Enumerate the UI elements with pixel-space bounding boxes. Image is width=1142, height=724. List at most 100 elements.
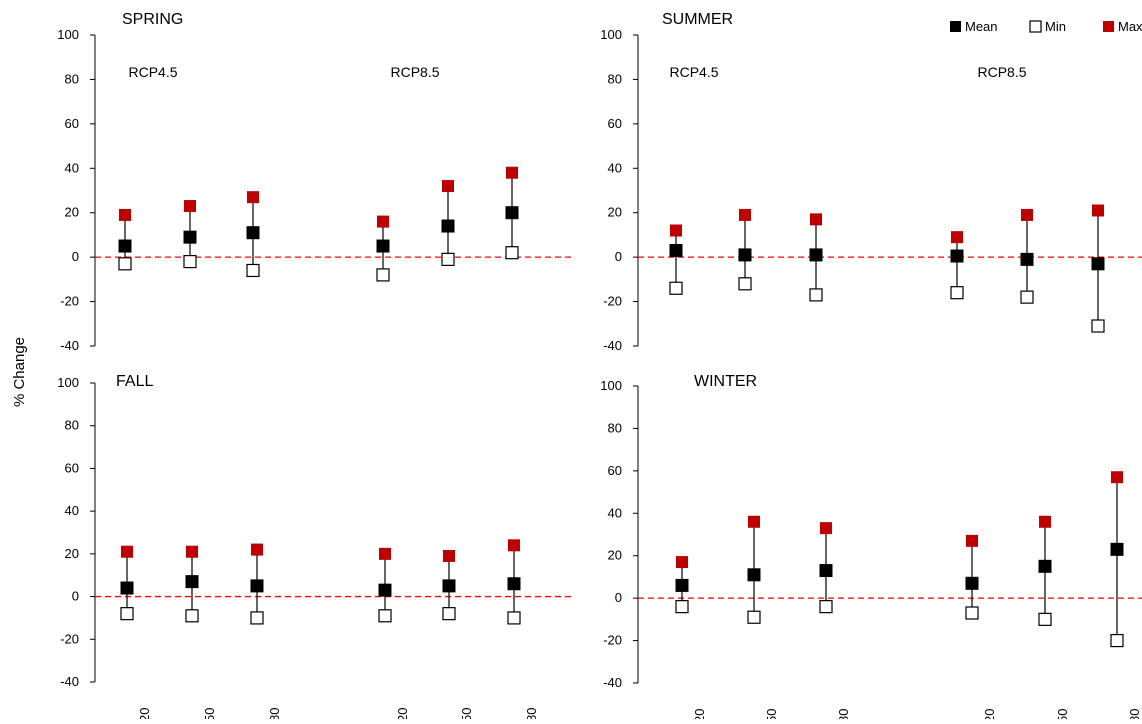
min-point	[1020, 290, 1034, 304]
max-point	[966, 534, 978, 547]
y-tick-label: 0	[72, 249, 79, 264]
min-point	[747, 610, 761, 624]
mean-point	[118, 239, 132, 253]
legend-marker	[950, 21, 961, 32]
min-point	[1091, 319, 1105, 333]
mean-point	[738, 248, 752, 262]
min-point	[441, 252, 455, 266]
category-label: 2020	[395, 708, 410, 719]
category-label: 2050	[202, 708, 217, 719]
y-tick-label: -20	[603, 294, 622, 309]
legend-label: Mean	[965, 19, 998, 34]
min-point	[965, 606, 979, 620]
category-label: 2050	[1055, 709, 1070, 719]
y-tick-label: 100	[600, 27, 622, 42]
max-point	[506, 166, 518, 179]
min-point	[185, 609, 199, 623]
max-point	[810, 213, 822, 226]
max-point	[121, 545, 133, 558]
y-tick-label: -20	[60, 631, 79, 646]
mean-point	[747, 568, 761, 582]
y-tick-label: -40	[60, 674, 79, 689]
max-point	[1111, 471, 1123, 484]
max-point	[508, 539, 520, 552]
y-tick-label: -40	[603, 338, 622, 353]
y-tick-label: -20	[60, 294, 79, 309]
max-point	[251, 543, 263, 556]
max-point	[377, 215, 389, 228]
category-label: 2080	[267, 708, 282, 719]
panel-title: SPRING	[122, 11, 183, 28]
legend-marker	[1029, 20, 1042, 33]
mean-point	[1038, 559, 1052, 573]
y-tick-label: 60	[608, 463, 622, 478]
y-tick-label: 40	[608, 160, 622, 175]
category-label: 2050	[459, 708, 474, 719]
y-tick-label: 0	[72, 589, 79, 604]
max-point	[670, 224, 682, 237]
mean-point	[183, 230, 197, 244]
max-point	[748, 515, 760, 528]
mean-point	[378, 583, 392, 597]
y-tick-label: 20	[608, 205, 622, 220]
category-label: 2020	[982, 709, 997, 719]
max-point	[119, 208, 131, 221]
category-label: 2080	[524, 708, 539, 719]
mean-point	[507, 577, 521, 591]
category-label: 2020	[137, 708, 152, 719]
y-tick-label: 20	[65, 546, 79, 561]
max-point	[1092, 204, 1104, 217]
y-tick-label: -20	[603, 633, 622, 648]
y-tick-label: 20	[608, 548, 622, 563]
y-tick-label: 40	[608, 505, 622, 520]
mean-point	[1091, 257, 1105, 271]
max-point	[247, 191, 259, 204]
panel-title: FALL	[116, 373, 153, 390]
category-label: 2080	[1127, 709, 1142, 719]
y-tick-label: 80	[65, 71, 79, 86]
max-point	[739, 208, 751, 221]
y-axis-label: % Change	[11, 337, 28, 407]
y-tick-label: 40	[65, 503, 79, 518]
min-point	[1038, 612, 1052, 626]
y-tick-label: 0	[615, 249, 622, 264]
scenario-label: RCP4.5	[128, 64, 177, 80]
min-point	[669, 281, 683, 295]
max-point	[443, 549, 455, 562]
min-point	[442, 607, 456, 621]
mean-point	[965, 576, 979, 590]
y-tick-label: 40	[65, 160, 79, 175]
y-tick-label: 80	[65, 418, 79, 433]
min-point	[950, 286, 964, 300]
mean-point	[246, 226, 260, 240]
mean-point	[185, 575, 199, 589]
min-point	[118, 257, 132, 271]
max-point	[676, 556, 688, 569]
mean-point	[669, 243, 683, 257]
scenario-label: RCP8.5	[977, 64, 1026, 80]
y-tick-label: -40	[60, 338, 79, 353]
mean-point	[1020, 252, 1034, 266]
category-label: 2050	[764, 709, 779, 719]
y-tick-label: 60	[65, 460, 79, 475]
max-point	[951, 231, 963, 244]
mean-point	[376, 239, 390, 253]
mean-point	[442, 579, 456, 593]
max-point	[442, 180, 454, 193]
y-tick-label: 60	[608, 116, 622, 131]
y-tick-label: 80	[608, 420, 622, 435]
min-point	[507, 611, 521, 625]
min-point	[1110, 633, 1124, 648]
max-point	[186, 545, 198, 558]
min-point	[819, 600, 833, 614]
mean-point	[950, 249, 964, 263]
mean-point	[120, 581, 134, 595]
min-point	[183, 254, 197, 269]
min-point	[505, 246, 519, 260]
min-point	[250, 611, 264, 625]
y-tick-label: 80	[608, 71, 622, 86]
mean-point	[441, 219, 455, 233]
scenario-label: RCP4.5	[669, 64, 718, 80]
